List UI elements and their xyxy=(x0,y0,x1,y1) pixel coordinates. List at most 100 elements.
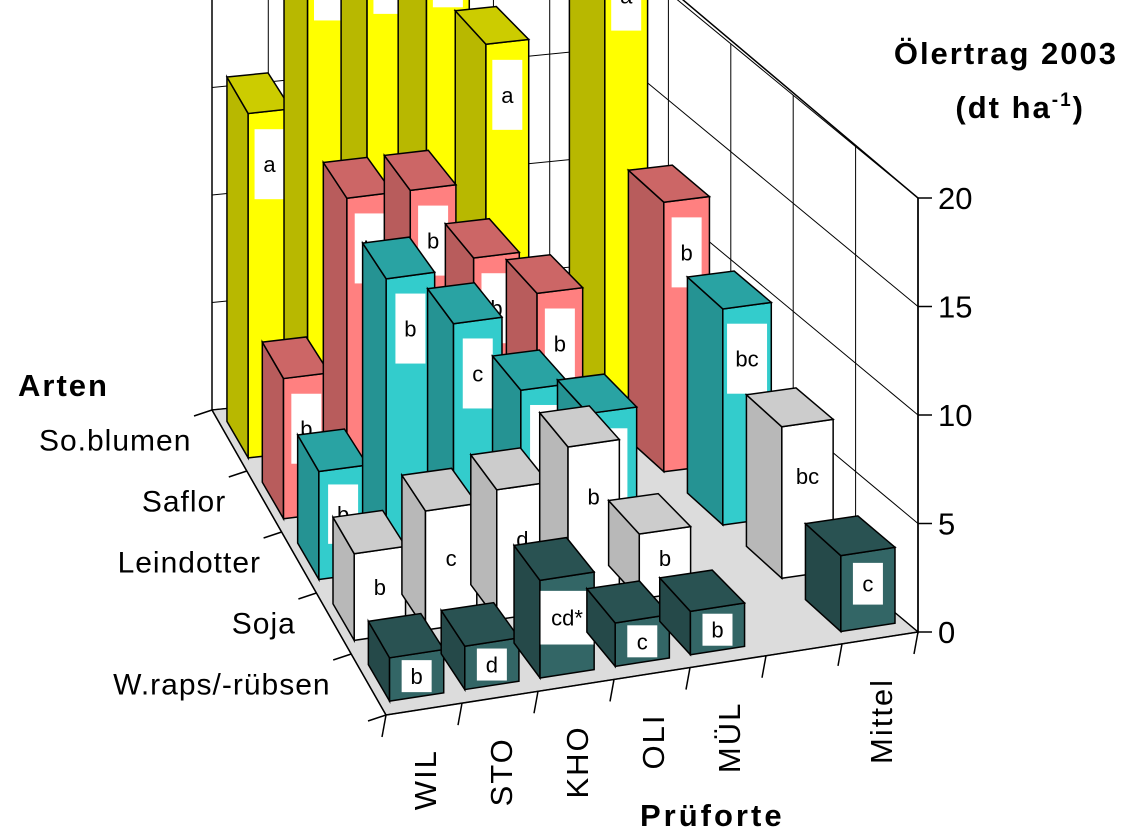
chart-bars: aaaaaabbbbbbbbccbbcbcdbbbcbdcd*cbc xyxy=(225,0,897,704)
x-tick-label: WIL xyxy=(408,749,443,810)
bar-top xyxy=(538,405,621,448)
series-label: So.blumen xyxy=(39,425,191,458)
significance-label-box xyxy=(727,323,768,394)
bar-top xyxy=(744,387,835,428)
bar-top xyxy=(261,336,331,380)
x-tick xyxy=(837,643,843,666)
significance-label-box xyxy=(395,293,426,364)
unit-main: (dt ha xyxy=(955,90,1051,125)
significance-label-box xyxy=(314,0,344,21)
significance-label-box xyxy=(540,590,594,645)
bar-W.raps/-rübsen-WIL: b xyxy=(367,612,445,704)
depth-tick xyxy=(228,470,248,478)
z-tick-label: 5 xyxy=(938,507,955,542)
bar-top xyxy=(426,281,504,325)
significance-label: b xyxy=(681,240,693,265)
bar-top xyxy=(367,612,445,659)
z-axis-label: Arten xyxy=(18,368,109,403)
significance-label: a xyxy=(501,83,514,108)
bar-top xyxy=(453,5,531,45)
significance-label-box xyxy=(611,0,642,31)
bar-top xyxy=(512,536,596,582)
bar-top xyxy=(439,601,521,648)
x-tick xyxy=(533,691,539,714)
chart-title: Ölertrag 2003 xyxy=(894,36,1118,71)
significance-label-box xyxy=(787,441,828,512)
depth-tick xyxy=(193,409,213,417)
x-tick xyxy=(457,703,463,726)
x-tick-label: STO xyxy=(484,737,519,806)
x-tick-label: OLI xyxy=(636,714,671,770)
bar-W.raps/-rübsen-gap: c xyxy=(803,515,897,634)
x-tick-label: MÜL xyxy=(712,702,747,773)
depth-axis-line xyxy=(211,409,387,716)
bar-W.raps/-rübsen-KHO: cd* xyxy=(512,536,596,681)
bar-left-side xyxy=(226,74,249,461)
depth-tick xyxy=(263,531,282,539)
bar-top xyxy=(361,236,437,280)
series-label: W.raps/-rübsen xyxy=(113,669,330,702)
bar-W.raps/-rübsen-OLI: c xyxy=(585,580,671,669)
bar-top xyxy=(504,253,585,295)
z-tick-label: 20 xyxy=(938,181,972,216)
significance-label: b xyxy=(411,664,423,689)
significance-label-box xyxy=(627,625,658,658)
significance-label-box xyxy=(702,613,733,646)
significance-label-box xyxy=(852,562,883,605)
unit-close: ) xyxy=(1073,90,1085,125)
bar-W.raps/-rübsen-STO: d xyxy=(439,601,521,693)
bar-W.raps/-rübsen-MÜL: b xyxy=(658,569,747,657)
significance-label: b xyxy=(588,484,600,509)
significance-label: d xyxy=(486,653,498,678)
significance-label: b xyxy=(427,229,439,254)
significance-label-box xyxy=(254,129,285,200)
bar-top xyxy=(585,580,671,624)
significance-label-box xyxy=(432,0,463,8)
unit-exponent: -1 xyxy=(1052,90,1073,111)
significance-label: b xyxy=(711,618,723,643)
bar-top xyxy=(803,515,897,557)
x-tick-label: Mittel xyxy=(864,678,899,764)
significance-label-box xyxy=(476,648,507,681)
bar-top xyxy=(331,509,407,555)
z-tick-label: 10 xyxy=(938,398,972,433)
bar-left-side xyxy=(686,275,724,527)
z-gridline xyxy=(676,0,919,199)
bar-top xyxy=(626,164,712,203)
significance-label: b xyxy=(659,546,671,571)
x-tick xyxy=(685,667,691,690)
significance-label-box xyxy=(373,0,404,14)
bar-top xyxy=(225,72,293,115)
bar-top xyxy=(443,217,521,259)
significance-label-box xyxy=(401,660,432,693)
z-tick-label: 0 xyxy=(938,615,955,650)
significance-label: b xyxy=(374,575,386,600)
bar-top xyxy=(382,149,458,192)
significance-label-box xyxy=(492,59,523,130)
bar-top xyxy=(469,447,550,491)
x-axis-label: Prüforte xyxy=(640,798,785,833)
bar-Soja-STO: c xyxy=(400,467,479,633)
depth-tick xyxy=(298,592,317,600)
significance-label: a xyxy=(263,152,276,177)
chart-unit-label: (dt ha-1) xyxy=(955,90,1085,125)
bar-top xyxy=(322,156,394,200)
significance-label: c xyxy=(446,546,457,571)
bar-top xyxy=(607,492,693,535)
significance-label: bc xyxy=(796,464,819,489)
significance-label: c xyxy=(472,361,483,386)
series-label: Saflor xyxy=(142,486,226,519)
significance-label-box xyxy=(364,563,395,611)
bar-top xyxy=(296,428,369,473)
bar-top xyxy=(685,270,774,310)
bar-top xyxy=(491,349,571,392)
significance-label: cd* xyxy=(551,606,583,631)
depth-tick xyxy=(367,714,387,722)
significance-label-box xyxy=(578,461,609,532)
significance-label: bc xyxy=(735,347,758,372)
significance-label: b xyxy=(554,332,566,357)
significance-label-box xyxy=(436,525,467,591)
bar-top xyxy=(658,569,747,613)
bar-top xyxy=(400,467,479,512)
